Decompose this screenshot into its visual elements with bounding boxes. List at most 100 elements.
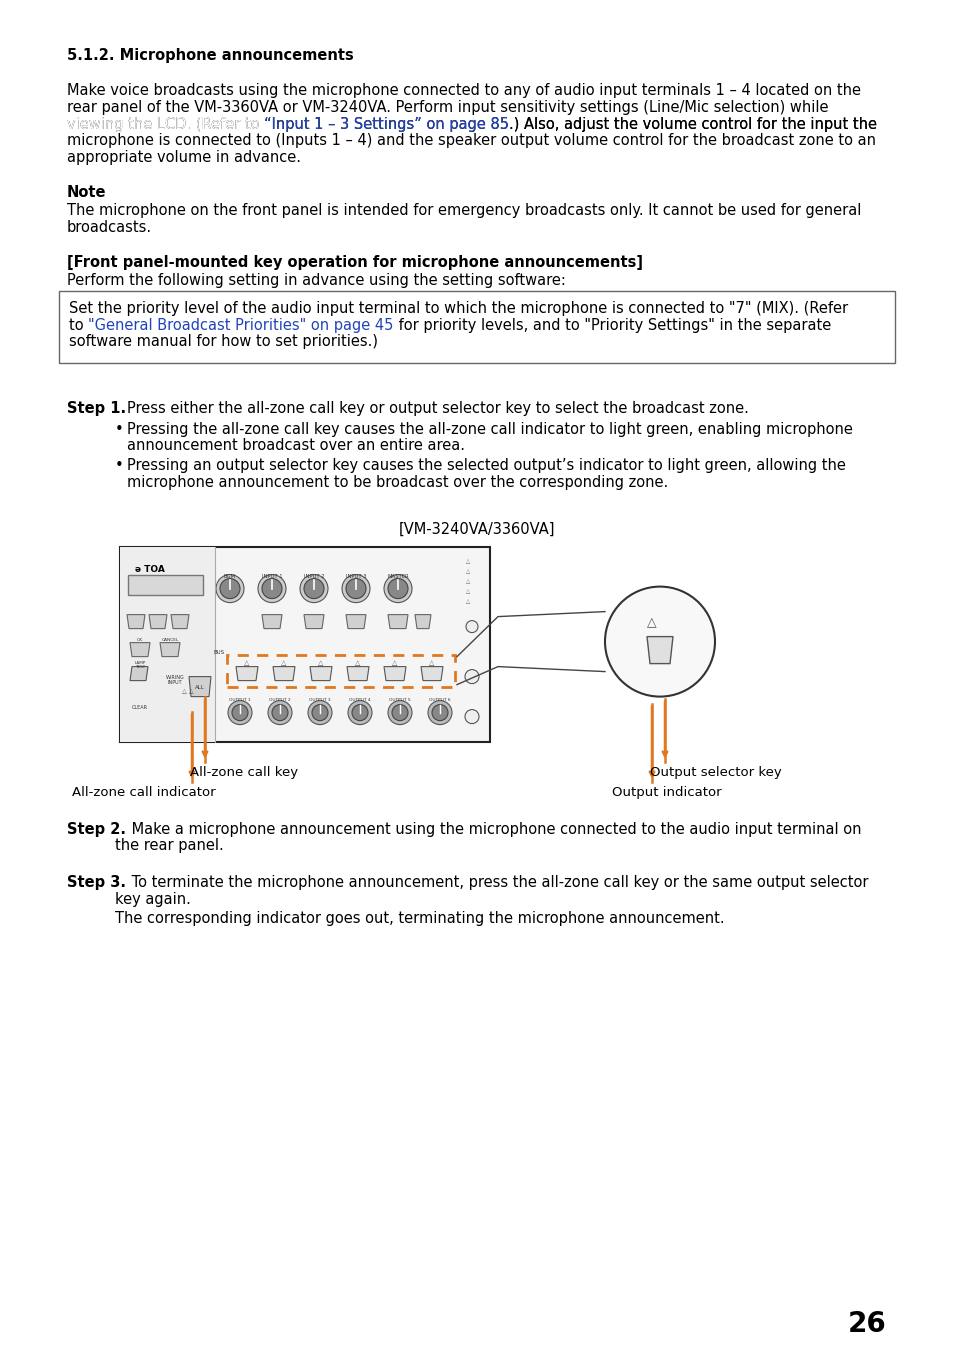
Text: ǝ TOA: ǝ TOA <box>135 565 165 574</box>
Text: INPUT 3: INPUT 3 <box>345 574 366 578</box>
Text: △: △ <box>281 659 287 666</box>
Text: Note: Note <box>67 185 107 200</box>
Bar <box>227 655 455 686</box>
Polygon shape <box>384 666 406 681</box>
Polygon shape <box>235 666 257 681</box>
Circle shape <box>388 701 412 724</box>
Circle shape <box>228 701 252 724</box>
Text: INPUT 1: INPUT 1 <box>261 574 282 578</box>
Text: Make voice broadcasts using the microphone connected to any of audio input termi: Make voice broadcasts using the micropho… <box>67 82 861 99</box>
Circle shape <box>215 574 244 603</box>
Text: To terminate the microphone announcement, press the all-zone call key or the sam: To terminate the microphone announcement… <box>127 875 867 890</box>
Text: OUTPUT 6: OUTPUT 6 <box>429 697 451 701</box>
Text: "General Broadcast Priorities" on page 45: "General Broadcast Priorities" on page 4… <box>89 317 394 332</box>
Text: [VM-3240VA/3360VA]: [VM-3240VA/3360VA] <box>398 521 555 536</box>
Text: △: △ <box>465 578 470 584</box>
Text: △: △ <box>244 659 250 666</box>
Text: Step 1.: Step 1. <box>67 401 126 416</box>
Bar <box>59 290 894 363</box>
Polygon shape <box>171 615 189 628</box>
Circle shape <box>392 705 408 720</box>
Text: “Input 1 – 3 Settings” on page 85: “Input 1 – 3 Settings” on page 85 <box>264 116 509 131</box>
Polygon shape <box>304 615 324 628</box>
Text: BGM: BGM <box>224 574 235 578</box>
Text: 26: 26 <box>847 1310 886 1337</box>
Text: viewing the LCD. (Refer to “Input 1 – 3 Settings” on page 85.) Also, adjust the : viewing the LCD. (Refer to “Input 1 – 3 … <box>67 116 876 131</box>
Circle shape <box>464 709 478 724</box>
Text: [Front panel-mounted key operation for microphone announcements]: [Front panel-mounted key operation for m… <box>67 255 642 270</box>
Polygon shape <box>127 615 145 628</box>
Text: △: △ <box>429 659 435 666</box>
Text: Output indicator: Output indicator <box>612 785 720 798</box>
Text: viewing the LCD. (Refer to: viewing the LCD. (Refer to <box>67 116 264 131</box>
Text: Perform the following setting in advance using the setting software:: Perform the following setting in advance… <box>67 273 565 288</box>
Text: OUTPUT 5: OUTPUT 5 <box>389 697 411 701</box>
Text: broadcasts.: broadcasts. <box>67 220 152 235</box>
Polygon shape <box>149 615 167 628</box>
Circle shape <box>604 586 714 697</box>
Text: △: △ <box>392 659 397 666</box>
Text: △: △ <box>465 558 470 563</box>
Circle shape <box>308 701 332 724</box>
Text: Step 3.: Step 3. <box>67 875 126 890</box>
Circle shape <box>268 701 292 724</box>
Text: Make a microphone announcement using the microphone connected to the audio input: Make a microphone announcement using the… <box>127 821 861 836</box>
Text: the rear panel.: the rear panel. <box>115 839 224 854</box>
Text: to: to <box>69 317 89 332</box>
Circle shape <box>272 705 288 720</box>
Circle shape <box>312 705 328 720</box>
Text: All-zone call key: All-zone call key <box>190 766 297 778</box>
Text: WIRING
INPUT: WIRING INPUT <box>166 674 184 685</box>
Text: △: △ <box>465 589 470 593</box>
Circle shape <box>352 705 368 720</box>
Polygon shape <box>388 615 408 628</box>
Polygon shape <box>310 666 332 681</box>
Circle shape <box>464 670 478 684</box>
Circle shape <box>341 574 370 603</box>
Text: for priority levels, and to "Priority Settings" in the separate: for priority levels, and to "Priority Se… <box>394 317 830 332</box>
Text: LAMP
TEST: LAMP TEST <box>134 661 146 669</box>
Text: MASTER: MASTER <box>387 574 409 578</box>
Circle shape <box>465 620 477 632</box>
Polygon shape <box>130 643 150 657</box>
Circle shape <box>299 574 328 603</box>
Polygon shape <box>262 615 282 628</box>
Text: CLEAR: CLEAR <box>132 705 148 709</box>
Text: Output selector key: Output selector key <box>649 766 781 778</box>
Text: 5.1.2. Microphone announcements: 5.1.2. Microphone announcements <box>67 49 354 63</box>
Circle shape <box>304 578 324 598</box>
Polygon shape <box>415 615 431 628</box>
Text: OUTPUT 1: OUTPUT 1 <box>229 697 251 701</box>
Circle shape <box>346 578 366 598</box>
Circle shape <box>257 574 286 603</box>
Circle shape <box>432 705 448 720</box>
Text: OUTPUT 3: OUTPUT 3 <box>309 697 331 701</box>
Text: INPUT 2: INPUT 2 <box>303 574 324 578</box>
Circle shape <box>384 574 412 603</box>
Text: •: • <box>115 422 124 436</box>
Text: △: △ <box>646 616 656 630</box>
Text: appropriate volume in advance.: appropriate volume in advance. <box>67 150 301 165</box>
Polygon shape <box>420 666 442 681</box>
Text: microphone is connected to (Inputs 1 – 4) and the speaker output volume control : microphone is connected to (Inputs 1 – 4… <box>67 134 875 149</box>
Polygon shape <box>646 636 672 663</box>
Circle shape <box>348 701 372 724</box>
Text: △: △ <box>355 659 360 666</box>
Text: △: △ <box>465 598 470 604</box>
Polygon shape <box>273 666 294 681</box>
Text: Press either the all-zone call key or output selector key to select the broadcas: Press either the all-zone call key or ou… <box>127 401 748 416</box>
Text: △: △ <box>465 569 470 574</box>
Text: All-zone call indicator: All-zone call indicator <box>71 785 215 798</box>
Text: △: △ <box>318 659 323 666</box>
Circle shape <box>262 578 282 598</box>
Text: BUS: BUS <box>213 650 224 655</box>
Text: △ △: △ △ <box>182 689 193 693</box>
Text: The corresponding indicator goes out, terminating the microphone announcement.: The corresponding indicator goes out, te… <box>115 911 724 925</box>
Text: OK: OK <box>137 638 143 642</box>
Text: The microphone on the front panel is intended for emergency broadcasts only. It : The microphone on the front panel is int… <box>67 203 861 218</box>
Polygon shape <box>189 677 211 697</box>
Text: key again.: key again. <box>115 892 191 907</box>
Text: microphone announcement to be broadcast over the corresponding zone.: microphone announcement to be broadcast … <box>127 476 667 490</box>
Bar <box>120 547 214 742</box>
Polygon shape <box>347 666 369 681</box>
